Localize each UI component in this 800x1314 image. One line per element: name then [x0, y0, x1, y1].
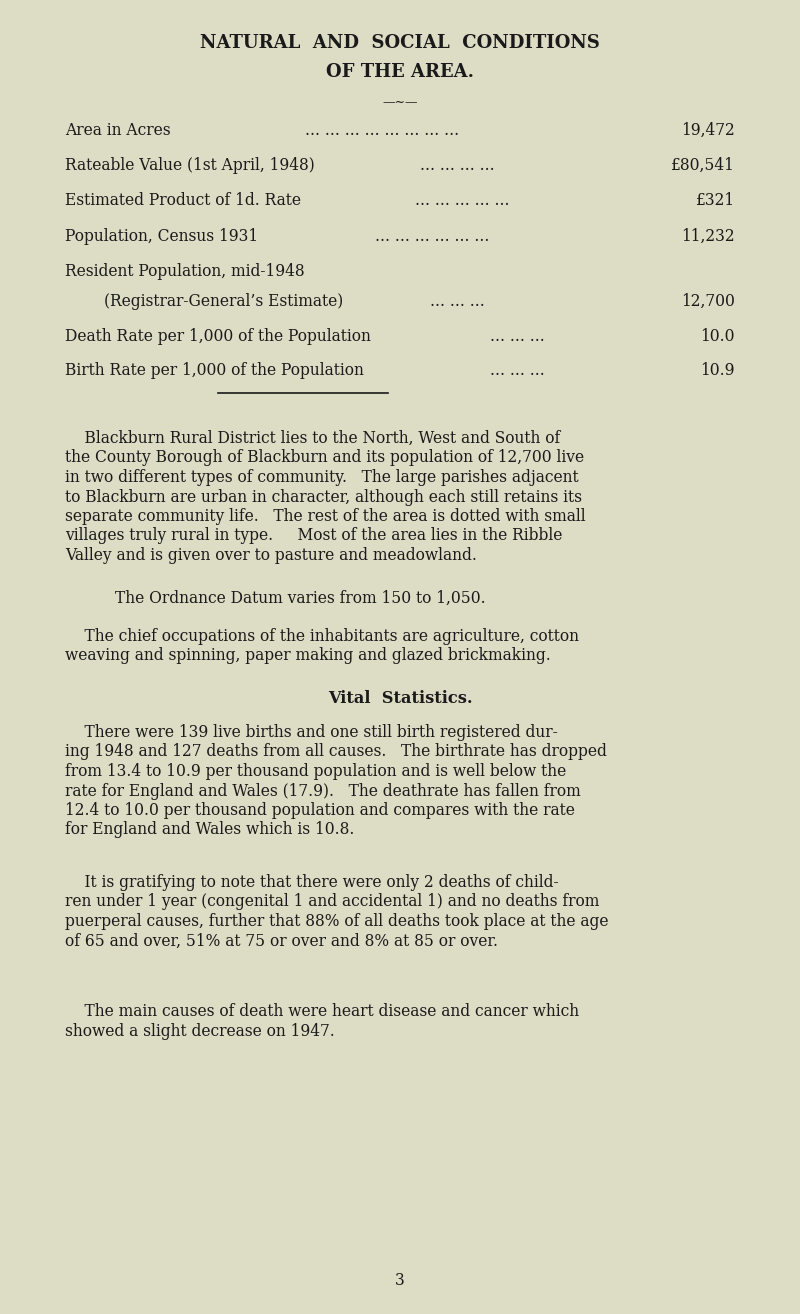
Text: 3: 3 — [395, 1272, 405, 1289]
Text: ... ... ...: ... ... ... — [430, 293, 485, 310]
Text: ... ... ... ... ...: ... ... ... ... ... — [415, 192, 510, 209]
Text: the County Borough of Blackburn and its population of 12,700 live: the County Borough of Blackburn and its … — [65, 449, 584, 466]
Text: Population, Census 1931: Population, Census 1931 — [65, 229, 258, 244]
Text: Birth Rate per 1,000 of the Population: Birth Rate per 1,000 of the Population — [65, 361, 364, 378]
Text: £321: £321 — [696, 192, 735, 209]
Text: 11,232: 11,232 — [682, 229, 735, 244]
Text: ren under 1 year (congenital 1 and accidental 1) and no deaths from: ren under 1 year (congenital 1 and accid… — [65, 894, 599, 911]
Text: NATURAL  AND  SOCIAL  CONDITIONS: NATURAL AND SOCIAL CONDITIONS — [200, 34, 600, 53]
Text: The main causes of death were heart disease and cancer which: The main causes of death were heart dise… — [65, 1003, 579, 1020]
Text: in two different types of community.   The large parishes adjacent: in two different types of community. The… — [65, 469, 578, 486]
Text: 12.4 to 10.0 per thousand population and compares with the rate: 12.4 to 10.0 per thousand population and… — [65, 802, 575, 819]
Text: rate for England and Wales (17.9).   The deathrate has fallen from: rate for England and Wales (17.9). The d… — [65, 783, 581, 799]
Text: Resident Population, mid-1948: Resident Population, mid-1948 — [65, 263, 305, 280]
Text: OF THE AREA.: OF THE AREA. — [326, 63, 474, 81]
Text: ... ... ... ...: ... ... ... ... — [420, 156, 494, 173]
Text: 19,472: 19,472 — [682, 122, 735, 139]
Text: ... ... ...: ... ... ... — [490, 361, 545, 378]
Text: 10.0: 10.0 — [701, 328, 735, 346]
Text: The chief occupations of the inhabitants are agriculture, cotton: The chief occupations of the inhabitants… — [65, 628, 579, 645]
Text: separate community life.   The rest of the area is dotted with small: separate community life. The rest of the… — [65, 509, 586, 526]
Text: for England and Wales which is 10.8.: for England and Wales which is 10.8. — [65, 821, 354, 838]
Text: Area in Acres: Area in Acres — [65, 122, 170, 139]
Text: There were 139 live births and one still birth registered dur-: There were 139 live births and one still… — [65, 724, 558, 741]
Text: ... ... ... ... ... ...: ... ... ... ... ... ... — [375, 229, 490, 244]
Text: weaving and spinning, paper making and glazed brickmaking.: weaving and spinning, paper making and g… — [65, 648, 550, 665]
Text: It is gratifying to note that there were only 2 deaths of child-: It is gratifying to note that there were… — [65, 874, 558, 891]
Text: ing 1948 and 127 deaths from all causes.   The birthrate has dropped: ing 1948 and 127 deaths from all causes.… — [65, 744, 607, 761]
Text: to Blackburn are urban in character, although each still retains its: to Blackburn are urban in character, alt… — [65, 489, 582, 506]
Text: showed a slight decrease on 1947.: showed a slight decrease on 1947. — [65, 1022, 334, 1039]
Text: Death Rate per 1,000 of the Population: Death Rate per 1,000 of the Population — [65, 328, 371, 346]
Text: villages truly rural in type.     Most of the area lies in the Ribble: villages truly rural in type. Most of th… — [65, 527, 562, 544]
Text: Rateable Value (1st April, 1948): Rateable Value (1st April, 1948) — [65, 156, 314, 173]
Text: Estimated Product of 1d. Rate: Estimated Product of 1d. Rate — [65, 192, 301, 209]
Text: ... ... ... ... ... ... ... ...: ... ... ... ... ... ... ... ... — [305, 122, 459, 139]
Text: —∼—: —∼— — [382, 96, 418, 109]
Text: (Registrar-General’s Estimate): (Registrar-General’s Estimate) — [65, 293, 343, 310]
Text: Vital  Statistics.: Vital Statistics. — [328, 690, 472, 707]
Text: 10.9: 10.9 — [701, 361, 735, 378]
Text: ... ... ...: ... ... ... — [490, 328, 545, 346]
Text: £80,541: £80,541 — [671, 156, 735, 173]
Text: The Ordnance Datum varies from 150 to 1,050.: The Ordnance Datum varies from 150 to 1,… — [115, 590, 486, 607]
Text: from 13.4 to 10.9 per thousand population and is well below the: from 13.4 to 10.9 per thousand populatio… — [65, 763, 566, 781]
Text: 12,700: 12,700 — [681, 293, 735, 310]
Text: Valley and is given over to pasture and meadowland.: Valley and is given over to pasture and … — [65, 547, 477, 564]
Text: Blackburn Rural District lies to the North, West and South of: Blackburn Rural District lies to the Nor… — [65, 430, 560, 447]
Text: of 65 and over, 51% at 75 or over and 8% at 85 or over.: of 65 and over, 51% at 75 or over and 8%… — [65, 933, 498, 950]
Text: puerperal causes, further that 88% of all deaths took place at the age: puerperal causes, further that 88% of al… — [65, 913, 609, 930]
